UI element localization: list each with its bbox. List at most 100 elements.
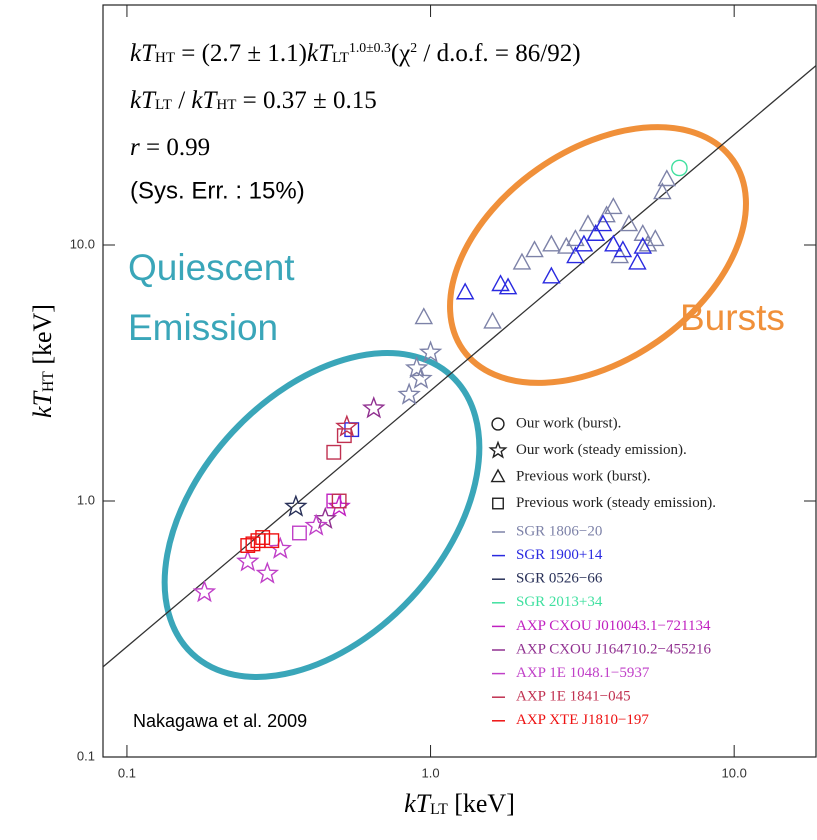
text-segment: kT xyxy=(191,87,218,114)
point xyxy=(586,223,606,241)
point xyxy=(542,266,561,284)
point xyxy=(566,246,585,264)
text-segment: [keV] xyxy=(448,789,515,818)
quiescent-ellipse xyxy=(161,350,483,680)
equation: r = 0.99 xyxy=(130,134,210,161)
text-segment: HT xyxy=(40,371,57,392)
text-segment: 1.0±0.3 xyxy=(349,40,391,55)
legend-label: AXP CXOU J010043.1−721134 xyxy=(516,618,711,634)
legend-label: SGR 2013+34 xyxy=(516,594,603,610)
text-segment: HT xyxy=(216,97,236,113)
annotation: Emission xyxy=(128,307,278,348)
y-tick-label: 0.1 xyxy=(77,748,95,763)
x-axis-label: kTLT [keV] xyxy=(404,789,515,818)
text-segment: kT xyxy=(28,390,57,418)
point xyxy=(335,414,359,437)
point xyxy=(492,497,504,510)
point xyxy=(326,444,342,460)
point xyxy=(404,355,429,379)
point xyxy=(604,234,623,252)
point xyxy=(490,468,506,483)
point xyxy=(455,282,475,300)
point xyxy=(610,246,630,264)
point xyxy=(628,252,647,270)
x-tick-label: 10.0 xyxy=(722,765,747,780)
text-segment: kT xyxy=(130,87,157,114)
point xyxy=(313,506,338,530)
point xyxy=(512,252,532,270)
point xyxy=(566,229,585,247)
point xyxy=(409,366,433,389)
point xyxy=(331,493,347,509)
point xyxy=(525,240,544,258)
point xyxy=(236,549,260,572)
y-tick-label: 10.0 xyxy=(70,236,95,251)
plot-frame xyxy=(102,4,817,758)
point xyxy=(604,197,623,215)
point xyxy=(574,234,594,252)
text-segment: 2 xyxy=(410,40,417,55)
legend-label: AXP 1E 1841−045 xyxy=(516,689,631,705)
point xyxy=(619,214,639,232)
point xyxy=(255,561,280,584)
text-segment: = 0.37 ± 0.15 xyxy=(236,87,376,114)
annotation: Bursts xyxy=(680,297,785,338)
point xyxy=(638,234,658,252)
legend-label: Our work (steady emission). xyxy=(516,442,687,458)
point xyxy=(542,234,561,252)
point xyxy=(240,538,256,553)
text-segment: = 0.99 xyxy=(140,134,210,161)
x-tick-label: 1.0 xyxy=(422,765,440,780)
point xyxy=(593,214,613,232)
legend-label: AXP 1E 1048.1−5937 xyxy=(516,665,650,681)
point xyxy=(414,307,434,325)
point xyxy=(292,525,307,541)
equation: kTHT = (2.7 ± 1.1)kTLT1.0±0.3(χ2 / d.o.f… xyxy=(130,40,581,67)
point xyxy=(498,277,518,295)
fit-line xyxy=(102,65,817,668)
text-segment: kT xyxy=(307,40,334,67)
point xyxy=(336,428,352,444)
point xyxy=(192,579,217,603)
legend-label: AXP CXOU J164710.2−455216 xyxy=(516,641,712,657)
point xyxy=(653,182,672,200)
text-segment: r xyxy=(130,134,140,161)
text-segment: = (2.7 ± 1.1) xyxy=(175,40,307,67)
text-segment: kT xyxy=(130,40,157,67)
y-axis-label: kTHT [keV] xyxy=(28,304,57,418)
point xyxy=(578,214,598,232)
legend-label: SGR 1806−20 xyxy=(516,523,602,539)
text-segment: LT xyxy=(155,97,172,113)
text-segment: / d.o.f. = 86/92) xyxy=(417,40,580,67)
legend-label: Previous work (steady emission). xyxy=(516,495,716,511)
text-segment: LT xyxy=(430,801,448,818)
text-segment: LT xyxy=(332,50,349,66)
point xyxy=(483,311,502,329)
point xyxy=(488,440,508,459)
point xyxy=(491,417,505,431)
point xyxy=(304,513,328,536)
point xyxy=(671,159,688,177)
point xyxy=(633,223,653,241)
point xyxy=(362,396,386,419)
annotation: Nakagawa et al. 2009 xyxy=(133,711,307,731)
sys-err: (Sys. Err. : 15%) xyxy=(130,177,305,204)
point xyxy=(613,240,633,258)
legend-label: SGR 1900+14 xyxy=(516,547,603,563)
point xyxy=(264,533,280,549)
point xyxy=(397,382,421,405)
point xyxy=(586,223,606,241)
annotation: Quiescent xyxy=(128,247,295,288)
text-segment: / xyxy=(172,87,191,114)
text-segment: [keV] xyxy=(28,304,57,371)
point xyxy=(284,494,308,517)
text-segment: (χ xyxy=(391,40,410,67)
legend-label: Our work (burst). xyxy=(516,415,621,431)
legend-label: SGR 0526−66 xyxy=(516,571,603,587)
point xyxy=(646,229,665,247)
legend-label: Previous work (burst). xyxy=(516,468,651,484)
legend-label: AXP XTE J1810−197 xyxy=(516,712,649,728)
x-tick-label: 0.1 xyxy=(118,765,136,780)
point xyxy=(268,536,293,559)
